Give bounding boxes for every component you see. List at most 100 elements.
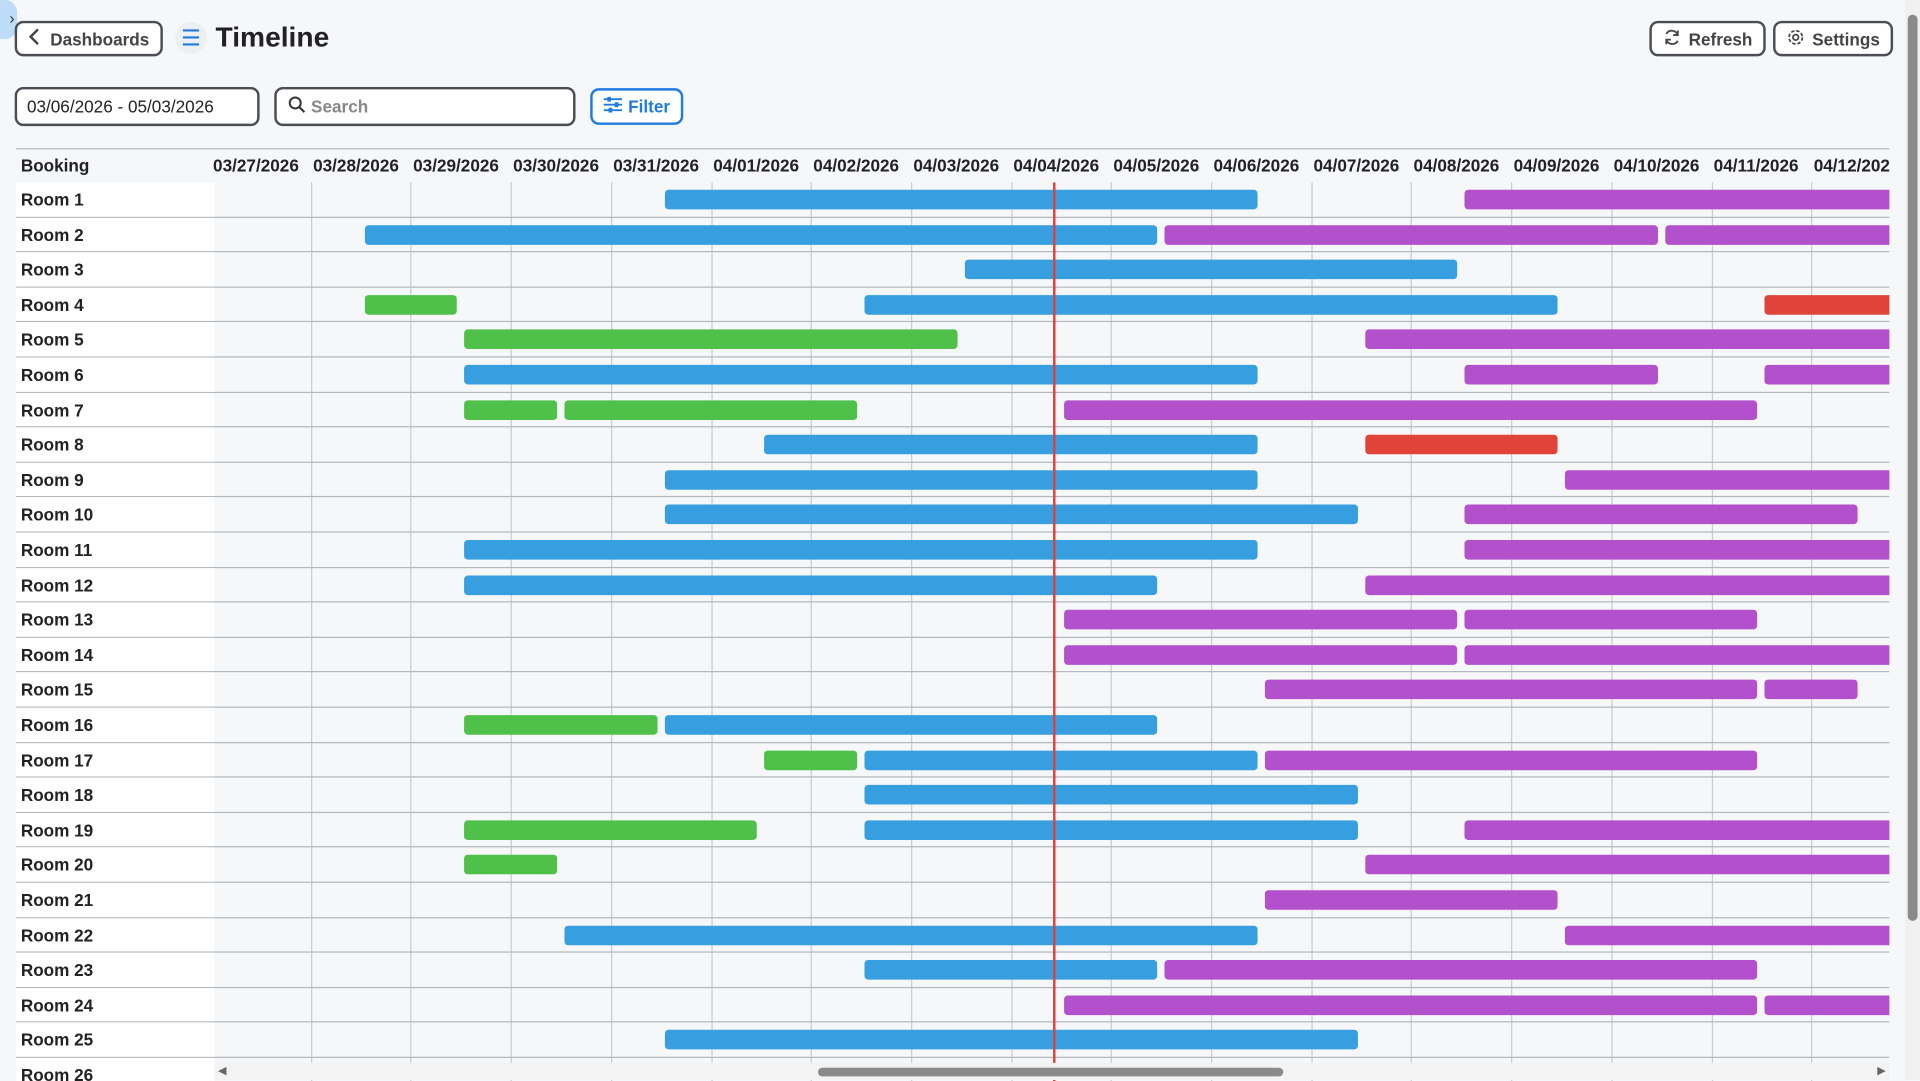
booking-bar-blue[interactable]: [864, 960, 1158, 980]
room-label[interactable]: Room 2: [15, 217, 215, 252]
booking-bar-blue[interactable]: [464, 575, 1158, 595]
vertical-scrollbar[interactable]: [1905, 0, 1920, 1081]
booking-bar-purple[interactable]: [1464, 189, 1890, 210]
date-column-header: 03/29/2026: [413, 155, 499, 176]
booking-bar-purple[interactable]: [1364, 855, 1890, 875]
booking-bar-purple[interactable]: [1364, 575, 1890, 595]
horizontal-scrollbar[interactable]: ◀ ▶: [214, 1062, 1890, 1081]
booking-column-header: Booking: [20, 155, 90, 176]
booking-bar-red[interactable]: [1364, 434, 1558, 455]
room-label[interactable]: Room 25: [15, 1022, 215, 1057]
room-label[interactable]: Room 18: [15, 777, 215, 812]
room-label[interactable]: Room 1: [15, 182, 215, 217]
room-label[interactable]: Room 7: [15, 392, 215, 427]
room-label[interactable]: Room 3: [15, 252, 215, 287]
horizontal-scroll-thumb[interactable]: [817, 1067, 1284, 1077]
booking-bar-purple[interactable]: [1564, 469, 1890, 490]
booking-bar-purple[interactable]: [1464, 504, 1858, 525]
room-label[interactable]: Room 12: [15, 567, 215, 602]
booking-bar-blue[interactable]: [864, 820, 1358, 840]
refresh-button[interactable]: Refresh: [1649, 20, 1766, 57]
booking-bar-purple[interactable]: [1564, 925, 1890, 945]
booking-bar-purple[interactable]: [1464, 540, 1890, 560]
booking-bar-blue[interactable]: [864, 294, 1558, 315]
back-to-dashboards-button[interactable]: Dashboards: [14, 20, 163, 57]
booking-bar-blue[interactable]: [664, 715, 1158, 735]
room-label[interactable]: Room 8: [15, 427, 215, 462]
booking-bar-blue[interactable]: [764, 434, 1258, 455]
booking-bar-purple[interactable]: [1064, 645, 1458, 665]
date-column-header: 03/30/2026: [513, 155, 599, 176]
booking-bar-green[interactable]: [464, 715, 658, 735]
room-label[interactable]: Room 19: [15, 812, 215, 847]
room-label[interactable]: Room 21: [15, 882, 215, 917]
booking-bar-blue[interactable]: [864, 750, 1258, 770]
booking-bar-purple[interactable]: [1764, 364, 1890, 385]
room-label[interactable]: Room 9: [15, 462, 215, 497]
booking-bar-blue[interactable]: [864, 785, 1358, 805]
room-label[interactable]: Room 16: [15, 707, 215, 742]
booking-bar-blue[interactable]: [664, 504, 1358, 525]
booking-bar-blue[interactable]: [664, 469, 1258, 490]
booking-bar-purple[interactable]: [1464, 820, 1890, 840]
sidebar-expand-icon[interactable]: ›: [0, 0, 18, 40]
booking-bar-green[interactable]: [464, 399, 558, 420]
booking-bar-purple[interactable]: [1464, 645, 1890, 665]
booking-bar-purple[interactable]: [1164, 224, 1658, 245]
booking-bar-blue[interactable]: [664, 1030, 1358, 1050]
booking-bar-purple[interactable]: [1064, 399, 1758, 420]
booking-bar-purple[interactable]: [1464, 364, 1658, 385]
room-label[interactable]: Room 14: [15, 637, 215, 672]
room-label[interactable]: Room 6: [15, 357, 215, 392]
booking-bar-green[interactable]: [764, 750, 858, 770]
scroll-right-icon[interactable]: ▶: [1877, 1064, 1886, 1077]
table-row: Room 1: [15, 182, 1890, 218]
room-label[interactable]: Room 23: [15, 952, 215, 987]
room-label[interactable]: Room 20: [15, 847, 215, 882]
booking-bar-red[interactable]: [1764, 294, 1890, 315]
room-label[interactable]: Room 17: [15, 742, 215, 777]
room-label[interactable]: Room 22: [15, 917, 215, 952]
booking-bar-blue[interactable]: [464, 540, 1258, 560]
vertical-scroll-thumb[interactable]: [1907, 14, 1918, 921]
room-label[interactable]: Room 13: [15, 602, 215, 637]
booking-bar-green[interactable]: [564, 399, 858, 420]
booking-bar-purple[interactable]: [1464, 610, 1758, 630]
booking-bar-green[interactable]: [464, 855, 558, 875]
booking-bar-purple[interactable]: [1764, 680, 1858, 700]
booking-bar-blue[interactable]: [364, 224, 1158, 245]
booking-bar-purple[interactable]: [1064, 610, 1458, 630]
room-label[interactable]: Room 11: [15, 532, 215, 567]
scroll-left-icon[interactable]: ◀: [217, 1064, 227, 1077]
booking-bar-purple[interactable]: [1364, 329, 1890, 350]
booking-bar-green[interactable]: [464, 329, 958, 350]
booking-bar-purple[interactable]: [1264, 750, 1758, 770]
settings-label: Settings: [1812, 28, 1880, 49]
room-label[interactable]: Room 15: [15, 672, 215, 707]
booking-bar-purple[interactable]: [1064, 995, 1758, 1015]
day-gridline: [610, 182, 612, 1081]
booking-bar-blue[interactable]: [964, 259, 1458, 280]
filter-button[interactable]: Filter: [590, 88, 684, 125]
booking-bar-blue[interactable]: [564, 925, 1258, 945]
room-label[interactable]: Room 5: [15, 322, 215, 357]
booking-bar-blue[interactable]: [464, 364, 1258, 385]
booking-bar-purple[interactable]: [1664, 224, 1890, 245]
room-label[interactable]: Room 10: [15, 497, 215, 532]
booking-bar-purple[interactable]: [1164, 960, 1758, 980]
room-label[interactable]: Room 4: [15, 287, 215, 322]
room-label[interactable]: Room 24: [15, 987, 215, 1022]
booking-bar-purple[interactable]: [1264, 890, 1558, 910]
booking-bar-green[interactable]: [364, 294, 458, 315]
booking-bar-purple[interactable]: [1264, 680, 1758, 700]
date-column-header: 03/28/2026: [313, 155, 399, 176]
menu-icon[interactable]: ☰: [175, 22, 207, 54]
day-gridline: [910, 182, 913, 1081]
booking-bar-purple[interactable]: [1764, 995, 1890, 1015]
booking-bar-blue[interactable]: [664, 189, 1258, 210]
booking-bar-green[interactable]: [464, 820, 758, 840]
date-range-input[interactable]: 03/06/2026 - 05/03/2026: [14, 86, 260, 127]
room-label[interactable]: Room 26: [15, 1057, 215, 1081]
search-input[interactable]: Search: [274, 86, 576, 127]
settings-button[interactable]: Settings: [1773, 20, 1894, 57]
